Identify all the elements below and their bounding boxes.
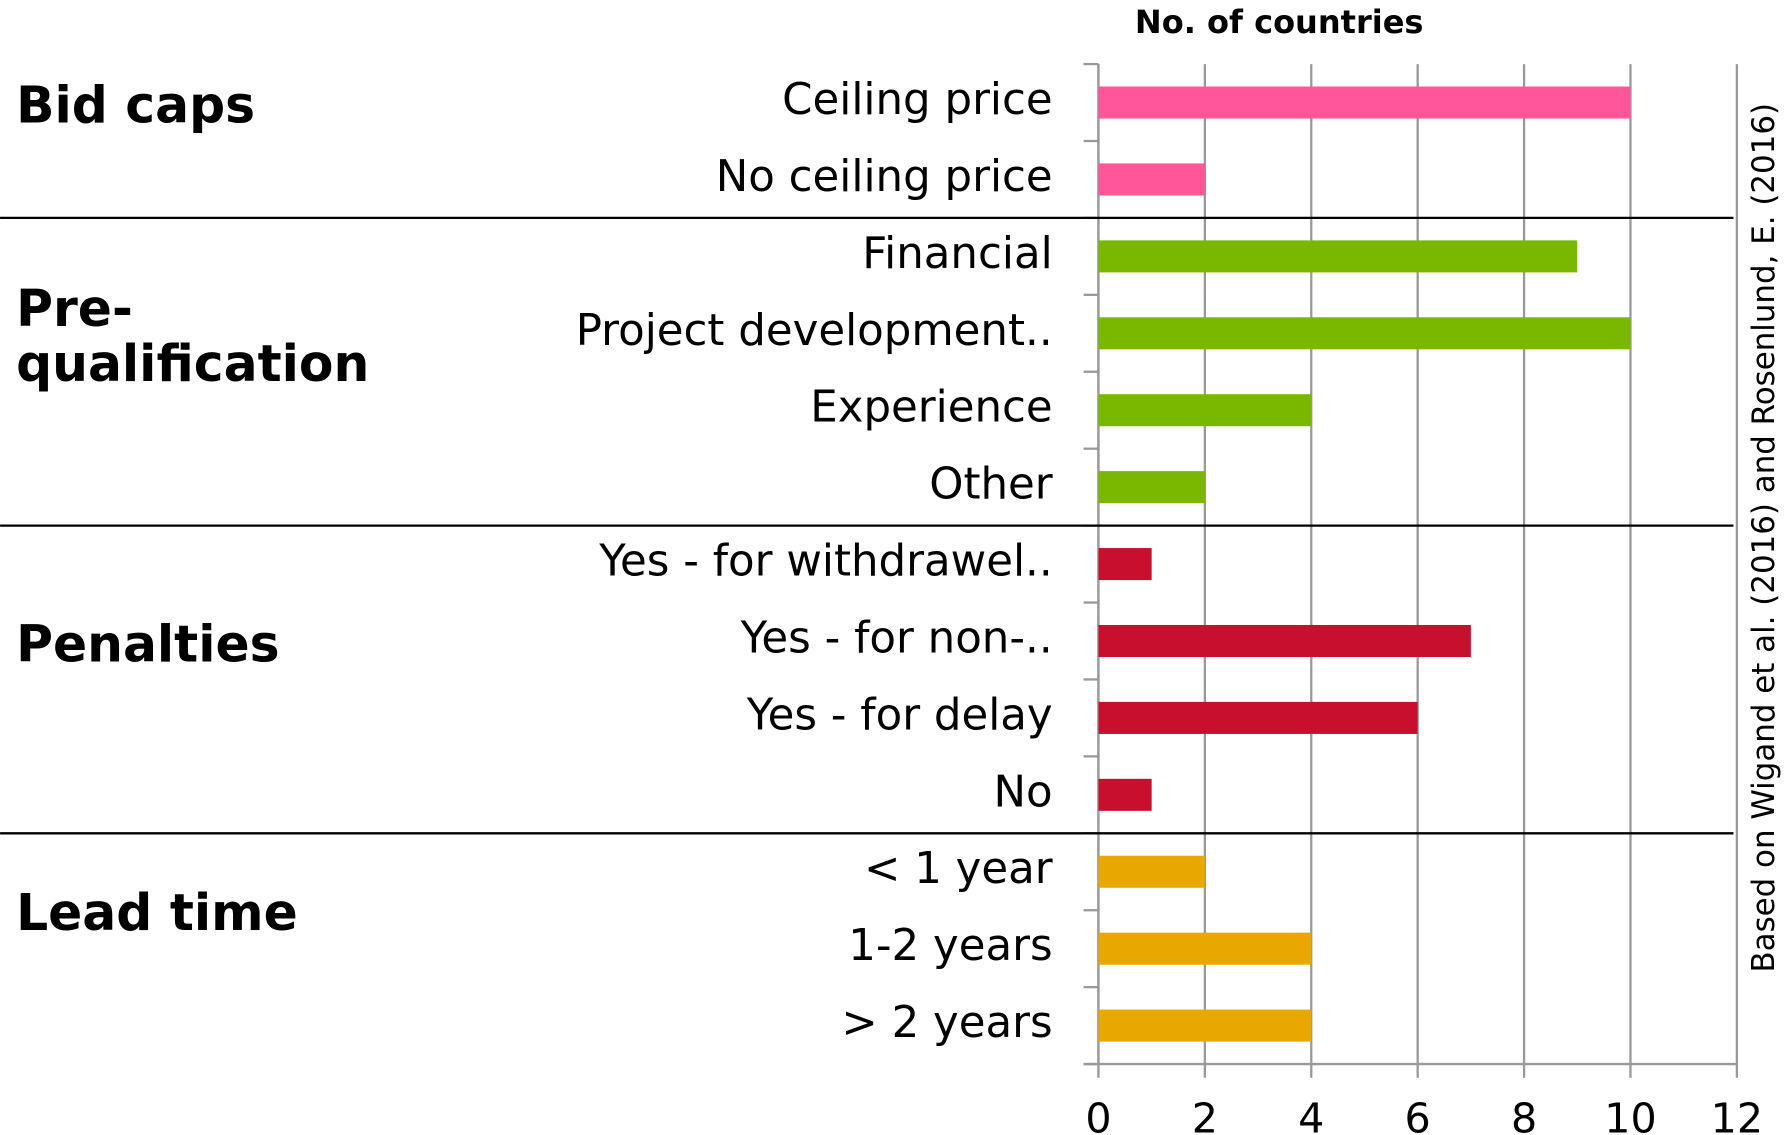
category-label: Financial [862,229,1052,279]
x-tick-label: 0 [1085,1094,1111,1135]
x-tick-label: 4 [1298,1094,1324,1135]
group-label: Pre- qualification [16,280,370,394]
bar [1098,163,1205,196]
x-tick-label: 10 [1604,1094,1656,1135]
bar [1098,240,1578,273]
bar [1098,548,1152,581]
group-label: Bid caps [16,76,256,136]
x-tick-label: 6 [1405,1094,1431,1135]
group-label-box: Lead time [16,884,298,943]
bar [1098,701,1418,734]
group-label-box: Penalties [16,615,280,674]
bar [1098,394,1312,427]
category-label: Yes - for delay [746,690,1053,740]
bar [1098,932,1312,965]
category-label: 1-2 years [848,921,1052,971]
bar [1098,317,1631,350]
category-label: Other [929,460,1053,510]
x-tick-label: 8 [1511,1094,1537,1135]
bar [1098,778,1152,811]
group-label-box: Bid caps [16,76,256,136]
category-label: Experience [810,383,1052,433]
x-tick-label: 12 [1711,1094,1763,1135]
source-note: Based on Wigand et al. (2016) and Rosenl… [1746,103,1782,973]
category-label: Yes - for withdrawel.. [598,537,1052,587]
category-label: No ceiling price [716,152,1053,202]
bar [1098,471,1205,504]
x-tick-label: 2 [1192,1094,1218,1135]
bar [1098,1009,1312,1042]
group-label: Lead time [16,884,298,943]
bar [1098,624,1471,658]
bar [1098,855,1205,888]
group-label-box: Pre- qualification [16,280,370,394]
category-label: Project development.. [576,306,1053,356]
category-label: < 1 year [864,844,1053,894]
category-label: Yes - for non-.. [740,613,1053,663]
category-label: No [994,767,1053,817]
category-label: > 2 years [841,998,1052,1048]
bar [1098,86,1631,119]
x-axis-title: No. of countries [1135,3,1424,41]
category-label: Ceiling price [782,75,1052,125]
group-label: Penalties [16,615,280,674]
